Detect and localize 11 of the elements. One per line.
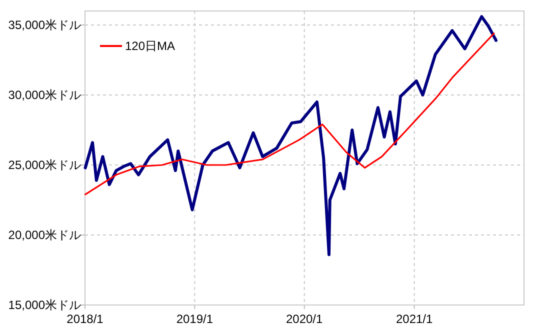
- y-tick-label: 20,000米ドル: [8, 228, 81, 242]
- y-tick-label: 25,000米ドル: [8, 158, 81, 172]
- x-tick-label: 2021/1: [396, 312, 434, 326]
- y-tick-label: 15,000米ドル: [8, 298, 81, 312]
- x-tick-label: 2019/1: [176, 312, 214, 326]
- x-tick-label: 2018/1: [66, 312, 104, 326]
- y-tick-label: 30,000米ドル: [8, 88, 81, 102]
- legend: 120日MA: [100, 39, 176, 53]
- legend-label: 120日MA: [125, 39, 176, 53]
- y-tick-label: 35,000米ドル: [8, 18, 81, 32]
- x-tick-label: 2020/1: [286, 312, 324, 326]
